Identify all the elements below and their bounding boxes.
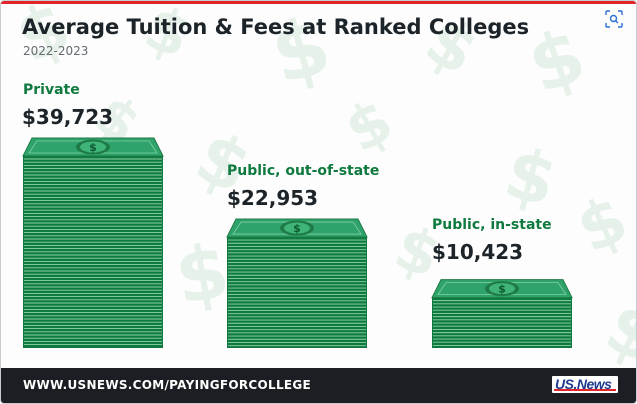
usnews-logo: US.News	[552, 376, 618, 393]
footer: WWW.USNEWS.COM/PAYINGFORCOLLEGE US.News	[1, 368, 636, 403]
value-label-public-out-of-state: $22,953	[227, 186, 319, 210]
logo-stripe	[554, 389, 616, 391]
category-label-public-out-of-state: Public, out-of-state	[227, 163, 380, 179]
svg-text:$: $	[594, 285, 636, 368]
svg-text:$: $	[169, 226, 236, 322]
category-label-private: Private	[23, 82, 80, 98]
category-label-public-in-state: Public, in-state	[432, 217, 552, 233]
footer-url-link[interactable]: WWW.USNEWS.COM/PAYINGFORCOLLEGE	[23, 378, 312, 392]
chart-subtitle: 2022-2023	[23, 44, 89, 58]
lens-search-icon[interactable]	[605, 10, 623, 28]
value-label-public-in-state: $10,423	[432, 240, 524, 264]
svg-text:$: $	[497, 131, 565, 223]
svg-text:$: $	[566, 181, 636, 268]
top-accent-rule	[1, 1, 636, 4]
svg-text:$: $	[334, 85, 405, 166]
dollar-sign-pattern: $ $ $ $ $ $ $ $ $ $ $ $ $	[4, 4, 636, 368]
logo-text: US.News	[555, 376, 612, 392]
value-label-private: $39,723	[22, 105, 114, 129]
chart-title: Average Tuition & Fees at Ranked College…	[22, 15, 530, 39]
